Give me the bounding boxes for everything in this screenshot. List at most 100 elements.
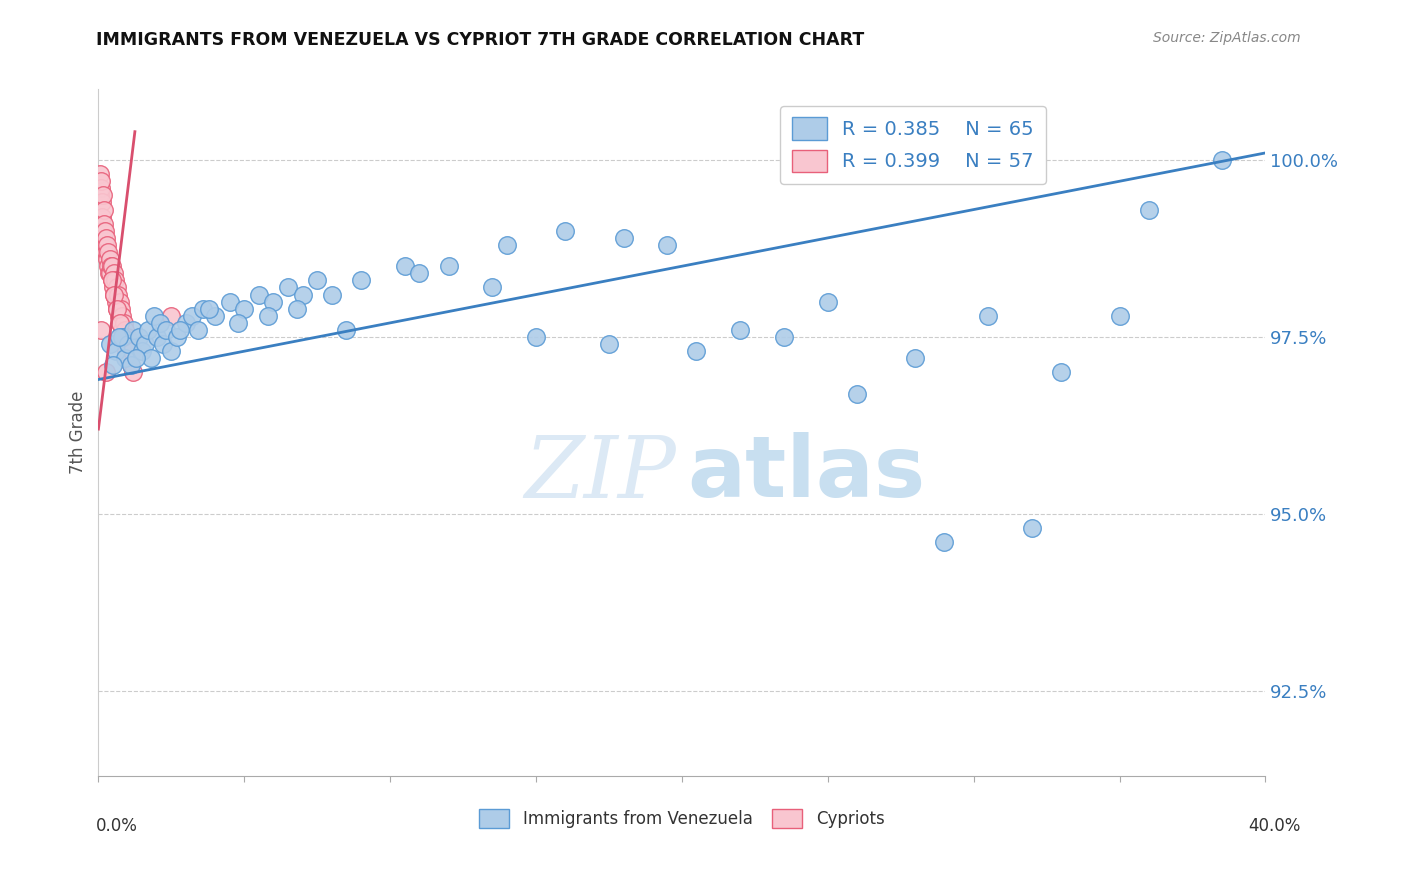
Point [98,266,121,280]
Point [96,238,118,252]
Point [1050,366,1073,380]
Point [350,273,373,287]
Point [730,323,752,337]
Point [96,231,118,245]
Point [94,224,117,238]
Point [685,344,707,359]
Point [149,316,172,330]
Point [103,287,125,301]
Point [111,330,134,344]
Point [100,273,122,287]
Point [89,167,111,181]
Text: ZIP: ZIP [524,433,676,516]
Point [93,217,115,231]
Point [112,316,135,330]
Point [104,344,127,359]
Point [193,301,215,316]
Point [125,351,148,366]
Point [90,195,112,210]
Point [218,294,240,309]
Point [93,224,115,238]
Point [103,287,125,301]
Point [408,266,430,280]
Point [110,316,132,330]
Point [187,323,209,337]
Point [98,252,121,267]
Point [134,337,156,351]
Point [934,535,956,549]
Point [89,188,111,202]
Point [817,294,839,309]
Point [233,301,256,316]
Point [94,245,117,260]
Point [121,344,143,359]
Point [1211,153,1233,167]
Point [100,273,122,287]
Point [155,323,177,337]
Point [160,309,183,323]
Point [166,330,188,344]
Point [96,252,118,267]
Point [291,287,314,301]
Point [91,188,114,202]
Point [131,344,153,359]
Point [101,359,124,373]
Point [114,351,136,366]
Point [97,266,120,280]
Point [104,294,127,309]
Point [122,323,145,337]
Point [285,301,308,316]
Point [117,337,139,351]
Point [94,366,117,380]
Point [977,309,1000,323]
Point [180,309,202,323]
Text: atlas: atlas [688,433,927,516]
Point [496,238,519,252]
Point [115,344,138,359]
Point [107,287,129,301]
Point [91,210,114,224]
Point [146,330,169,344]
Point [90,174,112,188]
Point [112,330,135,344]
Point [110,301,132,316]
Text: Source: ZipAtlas.com: Source: ZipAtlas.com [1153,31,1301,45]
Point [104,273,127,287]
Point [111,323,134,337]
Point [437,259,460,273]
Point [97,259,120,273]
Point [110,316,132,330]
Point [524,330,547,344]
Point [139,351,162,366]
Point [263,294,285,309]
Point [307,273,329,287]
Point [554,224,576,238]
Point [228,316,250,330]
Point [108,294,131,309]
Text: IMMIGRANTS FROM VENEZUELA VS CYPRIOT 7TH GRADE CORRELATION CHART: IMMIGRANTS FROM VENEZUELA VS CYPRIOT 7TH… [96,31,863,49]
Point [142,309,165,323]
Point [108,309,131,323]
Point [115,330,138,344]
Point [160,344,183,359]
Point [174,316,197,330]
Point [94,238,117,252]
Point [90,323,112,337]
Point [1137,202,1160,217]
Point [169,323,191,337]
Point [1108,309,1130,323]
Point [247,287,270,301]
Point [481,280,503,294]
Point [93,202,115,217]
Point [105,301,128,316]
Point [128,330,150,344]
Point [98,337,121,351]
Point [105,280,128,294]
Point [773,330,796,344]
Point [108,330,131,344]
Point [122,366,145,380]
Point [904,351,927,366]
Point [120,359,142,373]
Point [103,266,125,280]
Point [105,301,128,316]
